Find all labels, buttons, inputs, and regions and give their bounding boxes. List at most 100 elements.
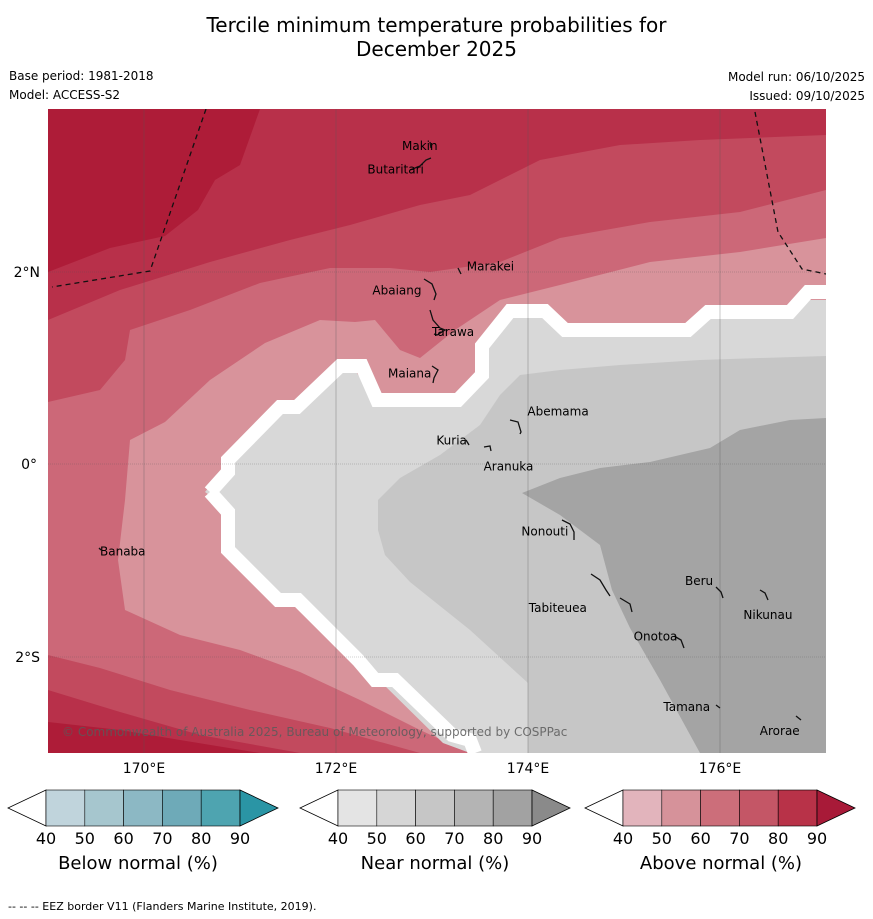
island-shape-abemama: [509, 419, 522, 435]
colorbar-tick-label: 70: [152, 829, 172, 848]
colorbar-segment: [337, 789, 378, 827]
island-label-nikunau: Nikunau: [743, 608, 792, 622]
colorbar-tick-label: 60: [113, 829, 133, 848]
colorbar-tick-label: 90: [807, 829, 827, 848]
colorbar-tick-label: 50: [367, 829, 387, 848]
lon-label-176e: 176°E: [699, 761, 742, 777]
axis-labels: 170°E 172°E 174°E 176°E 2°N 0° 2°S: [14, 265, 742, 777]
colorbar-tick-label: 60: [690, 829, 710, 848]
parallels: [48, 271, 826, 658]
colorbar-tick-label: 70: [444, 829, 464, 848]
colorbar-tick-label: 80: [483, 829, 503, 848]
lat-label-0: 0°: [21, 457, 37, 473]
map-title-line1: Tercile minimum temperature probabilitie…: [206, 13, 667, 37]
colorbar-segment: [45, 789, 86, 827]
model-run: Model run: 06/10/2025: [727, 70, 865, 84]
white-boundary-lower: [204, 487, 482, 753]
colorbar-tick-label: 70: [729, 829, 749, 848]
island-shapes: [98, 141, 802, 721]
colorbar-tick-label: 80: [191, 829, 211, 848]
island-label-marakei: Marakei: [467, 259, 514, 273]
colorbar-tick-label: 40: [613, 829, 633, 848]
island-shape-tabiteuea-south: [619, 597, 633, 613]
colorbar-segment: [84, 789, 124, 827]
colorbar-near: 40 50 60 70 80 90: [299, 789, 571, 848]
colorbar-segment: [162, 789, 202, 827]
island-label-tamana: Tamana: [662, 700, 710, 714]
eez-borders: [51, 109, 826, 288]
island-shape-marakei: [457, 267, 462, 275]
island-label-abaiang: Abaiang: [372, 284, 421, 298]
island-label-kuria: Kuria: [436, 434, 467, 448]
map-title-line2: December 2025: [356, 37, 517, 61]
colorbar-segment: [622, 789, 663, 827]
island-label-aranuka: Aranuka: [484, 459, 534, 473]
island-label-banaba: Banaba: [100, 545, 146, 559]
colorbar-low-extension: [7, 789, 47, 827]
colorbars: 40 50 60 70 80 90 40 50 60 70 80 90 40 50 60 70 80 90: [7, 789, 856, 848]
island-label-butaritari: Butaritari: [367, 162, 424, 176]
island-shape-butaritari: [409, 157, 432, 171]
island-label-tabiteuea: Tabiteuea: [528, 601, 587, 615]
island-shape-tabiteuea-north: [590, 573, 611, 597]
colorbar-tick-label: 90: [230, 829, 250, 848]
colorbar-high-extension: [531, 789, 571, 827]
colorbar-low-extension: [584, 789, 624, 827]
island-shape-makin: [429, 141, 432, 149]
island-label-arorae: Arorae: [760, 724, 800, 738]
colorbar-title-above: Above normal (%): [639, 853, 803, 874]
island-shape-beru: [715, 586, 724, 599]
island-shape-arorae: [795, 715, 802, 721]
colorbar-title-below: Below normal (%): [58, 853, 218, 874]
lat-label-2n: 2°N: [14, 265, 40, 281]
eez-border-east: [754, 111, 826, 275]
island-label-onotoa: Onotoa: [634, 629, 678, 643]
colorbar-segment: [661, 789, 701, 827]
eez-border-west: [51, 109, 207, 288]
colorbar-tick-label: 90: [522, 829, 542, 848]
island-shape-aranuka: [483, 445, 492, 452]
colorbar-tick-label: 40: [328, 829, 348, 848]
island-shape-onotoa: [673, 635, 685, 649]
colorbar-segment: [454, 789, 494, 827]
island-label-beru: Beru: [685, 574, 713, 588]
island-shape-abaiang: [423, 278, 437, 301]
probability-field: © Commonwealth of Australia 2025, Bureau…: [48, 109, 826, 753]
base-period: Base period: 1981-2018: [9, 69, 154, 83]
colorbar-high-extension: [816, 789, 856, 827]
colorbar-tick-label: 50: [75, 829, 95, 848]
island-labels: Makin Butaritari Marakei Abaiang Tarawa Maian…: [100, 139, 800, 738]
colorbar-segment: [739, 789, 779, 827]
island-label-makin: Makin: [402, 139, 438, 153]
model-name: Model: ACCESS-S2: [9, 88, 121, 102]
lon-label-170e: 170°E: [123, 761, 166, 777]
colorbar-segment: [492, 789, 533, 827]
eez-footnote: -- -- -- EEZ border V11 (Flanders Marine…: [8, 900, 317, 913]
near-60-region: [522, 418, 826, 753]
island-shape-kuria: [465, 439, 470, 446]
island-shape-maiana: [431, 365, 439, 384]
graticule: [143, 109, 721, 753]
island-label-maiana: Maiana: [388, 366, 431, 380]
lat-label-2s: 2°S: [15, 650, 40, 666]
colorbar-above: 40 50 60 70 80 90: [584, 789, 856, 848]
colorbar-segment: [777, 789, 818, 827]
island-label-nonouti: Nonouti: [521, 524, 568, 538]
colorbar-segment: [415, 789, 455, 827]
colorbar-segment: [376, 789, 416, 827]
colorbar-segment: [200, 789, 241, 827]
island-shape-banaba: [98, 547, 102, 551]
island-label-abemama: Abemama: [527, 404, 588, 418]
island-shape-nikunau: [759, 589, 769, 601]
colorbar-high-extension: [239, 789, 279, 827]
colorbar-tick-label: 50: [652, 829, 672, 848]
lon-label-172e: 172°E: [315, 761, 358, 777]
issued-date: Issued: 09/10/2025: [749, 89, 865, 103]
island-shape-nonouti: [561, 519, 575, 540]
colorbar-title-near: Near normal (%): [360, 853, 510, 874]
colorbar-segment: [700, 789, 740, 827]
colorbar-tick-label: 60: [405, 829, 425, 848]
lon-label-174e: 174°E: [507, 761, 550, 777]
island-shape-tamana: [715, 704, 721, 709]
